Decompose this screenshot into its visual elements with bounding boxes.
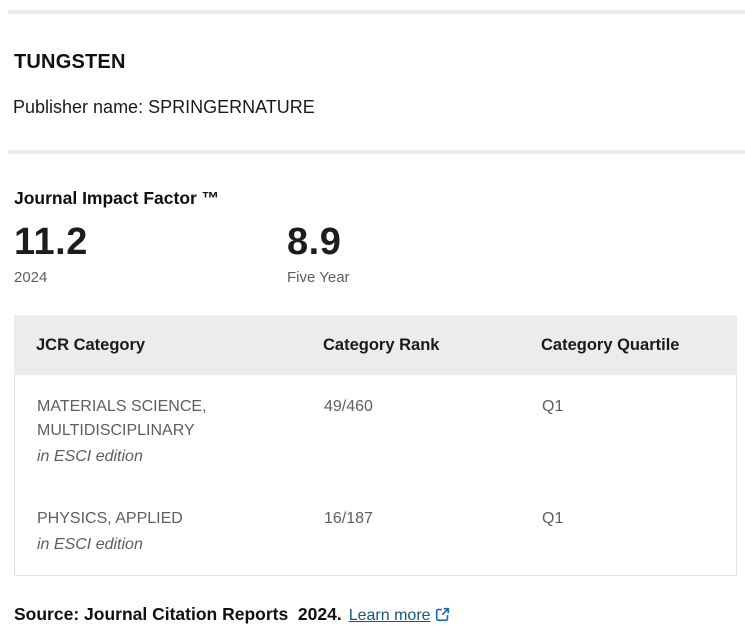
quartile-cell: Q1: [542, 510, 564, 527]
rank-cell: 49/460: [324, 398, 373, 415]
impact-factor-metrics: 11.2 2024 8.9 Five Year: [14, 222, 745, 287]
source-attribution: Source: Journal Citation Reports 2024. Le…: [14, 603, 745, 628]
impact-factor-year-label: 2024: [14, 269, 48, 286]
metric-current-year: 11.2 2024: [14, 222, 287, 287]
source-text: Source: Journal Citation Reports 2024.: [14, 604, 342, 624]
table-header-row: JCR Category Category Rank Category Quar…: [14, 315, 737, 375]
edition-note: in ESCI edition: [37, 536, 143, 553]
jcr-category-table: JCR Category Category Rank Category Quar…: [14, 315, 737, 576]
publisher-name: Publisher name: SPRINGERNATURE: [13, 97, 315, 117]
table-body: MATERIALS SCIENCE, MULTIDISCIPLINARY in …: [14, 375, 737, 576]
edition-note: in ESCI edition: [37, 448, 143, 465]
learn-more-link[interactable]: Learn more: [348, 607, 431, 624]
category-name: PHYSICS, APPLIED: [37, 510, 183, 527]
column-header-category-quartile: Category Quartile: [541, 335, 680, 354]
journal-title: TUNGSTEN: [14, 51, 126, 73]
category-cell: MATERIALS SCIENCE, MULTIDISCIPLINARY in …: [37, 395, 324, 469]
five-year-impact-factor-value: 8.9: [287, 221, 342, 263]
impact-factor-heading: Journal Impact Factor ™: [14, 188, 220, 208]
column-header-category-rank: Category Rank: [323, 335, 440, 354]
five-year-label: Five Year: [287, 269, 350, 286]
section-divider-top: [8, 10, 745, 14]
section-divider-middle: [8, 150, 745, 154]
column-header-jcr-category: JCR Category: [36, 335, 146, 354]
external-link-icon[interactable]: [434, 606, 451, 628]
table-row: PHYSICS, APPLIED in ESCI edition 16/187 …: [15, 487, 736, 575]
rank-cell: 16/187: [324, 510, 373, 527]
category-cell: PHYSICS, APPLIED in ESCI edition: [37, 507, 324, 557]
quartile-cell: Q1: [542, 398, 564, 415]
metric-five-year: 8.9 Five Year: [287, 222, 560, 287]
table-row: MATERIALS SCIENCE, MULTIDISCIPLINARY in …: [15, 375, 736, 487]
impact-factor-value: 11.2: [14, 221, 88, 263]
category-name: MATERIALS SCIENCE, MULTIDISCIPLINARY: [37, 398, 207, 439]
